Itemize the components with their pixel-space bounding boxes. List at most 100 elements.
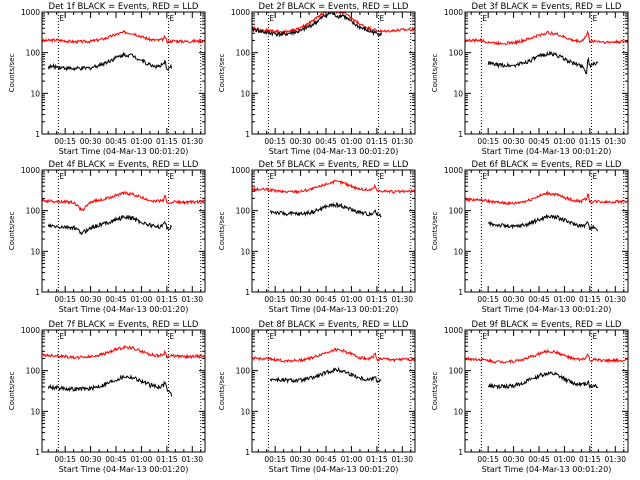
e-marker-label: E: [380, 172, 385, 181]
y-tick-label: 1000: [444, 326, 463, 335]
plot-frame: [41, 169, 206, 293]
x-tick-label: 00:15: [264, 455, 286, 464]
lld-series-line: [41, 29, 206, 45]
x-tick-label: 00:45: [105, 455, 127, 464]
e-marker-label: E: [269, 332, 274, 341]
plot-frame: [41, 11, 206, 135]
x-tick-label: 00:15: [54, 455, 76, 464]
e-marker-label: E: [380, 14, 385, 23]
y-tick-label: 1000: [21, 8, 40, 17]
x-tick-label: 00:30: [290, 295, 312, 304]
x-axis-label: Start Time (04-Mar-13 00:01:20): [482, 147, 612, 156]
x-tick-label: 01:15: [579, 455, 601, 464]
x-tick-label: 00:30: [503, 137, 525, 146]
x-axis-label: Start Time (04-Mar-13 00:01:20): [269, 305, 399, 314]
x-axis-label: Start Time (04-Mar-13 00:01:20): [59, 305, 189, 314]
x-tick-label: 00:45: [315, 295, 337, 304]
e-marker-label: E: [482, 172, 487, 181]
y-tick-label: 100: [26, 367, 41, 376]
panel-title: Det 5f BLACK = Events, RED = LLD: [259, 160, 409, 170]
y-tick-label: 1: [245, 448, 250, 457]
e-marker-label: E: [593, 172, 598, 181]
y-tick-label: 100: [26, 207, 41, 216]
y-tick-label: 1: [458, 130, 463, 139]
y-tick-label: 10: [30, 89, 40, 98]
panel-title: Det 1f BLACK = Events, RED = LLD: [49, 2, 199, 12]
x-tick-label: 01:15: [156, 295, 178, 304]
e-marker-label: E: [380, 332, 385, 341]
y-tick-label: 1: [458, 288, 463, 297]
x-tick-label: 01:30: [181, 295, 203, 304]
y-tick-label: 10: [240, 407, 250, 416]
y-axis-label: Counts/sec: [8, 372, 16, 411]
panel-title: Det 9f BLACK = Events, RED = LLD: [472, 320, 622, 330]
e-marker-label: E: [593, 14, 598, 23]
plot-frame: [251, 329, 416, 453]
e-marker-label: E: [59, 172, 64, 181]
panel-title: Det 4f BLACK = Events, RED = LLD: [49, 160, 199, 170]
plot-frame: [251, 11, 416, 135]
e-marker-label: E: [170, 172, 175, 181]
y-tick-label: 100: [449, 207, 464, 216]
x-tick-label: 00:30: [80, 295, 102, 304]
x-tick-label: 01:30: [604, 137, 626, 146]
x-tick-label: 00:30: [290, 455, 312, 464]
x-tick-label: 01:30: [391, 137, 413, 146]
y-tick-label: 100: [26, 49, 41, 58]
x-tick-label: 00:30: [80, 455, 102, 464]
y-tick-label: 1: [35, 288, 40, 297]
x-axis-label: Start Time (04-Mar-13 00:01:20): [59, 147, 189, 156]
y-tick-label: 100: [236, 367, 251, 376]
y-axis-label: Counts/sec: [431, 372, 439, 411]
chart-panel: Det 6f BLACK = Events, RED = LLD E E 1 10 100…: [431, 160, 629, 314]
plot-frame: [251, 169, 416, 293]
y-axis-label: Counts/sec: [431, 212, 439, 251]
lld-series-line: [251, 179, 416, 195]
events-series-line: [47, 215, 173, 236]
e-marker-label: E: [482, 14, 487, 23]
lld-series-line: [41, 344, 205, 360]
lld-series-line: [251, 347, 416, 364]
e-marker-label: E: [269, 14, 274, 23]
y-tick-label: 1: [35, 130, 40, 139]
plot-frame: [464, 11, 629, 135]
e-marker-label: E: [59, 14, 64, 23]
panel-title: Det 3f BLACK = Events, RED = LLD: [472, 2, 622, 12]
x-tick-label: 01:00: [341, 295, 363, 304]
x-tick-label: 00:15: [264, 137, 286, 146]
x-tick-label: 00:45: [528, 455, 550, 464]
y-tick-label: 1: [245, 130, 250, 139]
e-marker-label: E: [170, 14, 175, 23]
x-tick-label: 01:00: [341, 137, 363, 146]
x-tick-label: 01:15: [366, 455, 388, 464]
y-axis-label: Counts/sec: [8, 54, 16, 93]
x-tick-label: 01:30: [391, 455, 413, 464]
e-marker-label: E: [593, 332, 598, 341]
events-series-line: [487, 213, 599, 232]
x-tick-label: 00:30: [80, 137, 102, 146]
x-tick-label: 00:15: [54, 295, 76, 304]
y-tick-label: 1000: [21, 166, 40, 175]
x-tick-label: 01:30: [604, 455, 626, 464]
x-tick-label: 01:00: [131, 295, 153, 304]
y-tick-label: 1000: [444, 8, 463, 17]
y-tick-label: 1000: [231, 166, 250, 175]
x-tick-label: 00:45: [315, 455, 337, 464]
events-series-line: [47, 374, 173, 397]
y-axis-label: Counts/sec: [218, 54, 226, 93]
chart-panel: Det 7f BLACK = Events, RED = LLD E E 1 10 100…: [8, 320, 206, 474]
events-series-line: [251, 10, 382, 38]
y-axis-label: Counts/sec: [218, 212, 226, 251]
y-tick-label: 10: [453, 247, 463, 256]
y-tick-label: 1000: [231, 326, 250, 335]
x-tick-label: 01:15: [579, 137, 601, 146]
events-series-line: [269, 366, 382, 384]
y-tick-label: 10: [240, 247, 250, 256]
chart-panel: Det 8f BLACK = Events, RED = LLD E E 1 10 100…: [218, 320, 416, 474]
panel-title: Det 2f BLACK = Events, RED = LLD: [259, 2, 409, 12]
x-tick-label: 01:30: [604, 295, 626, 304]
y-tick-label: 1: [35, 448, 40, 457]
x-tick-label: 00:45: [528, 295, 550, 304]
x-tick-label: 01:15: [156, 455, 178, 464]
